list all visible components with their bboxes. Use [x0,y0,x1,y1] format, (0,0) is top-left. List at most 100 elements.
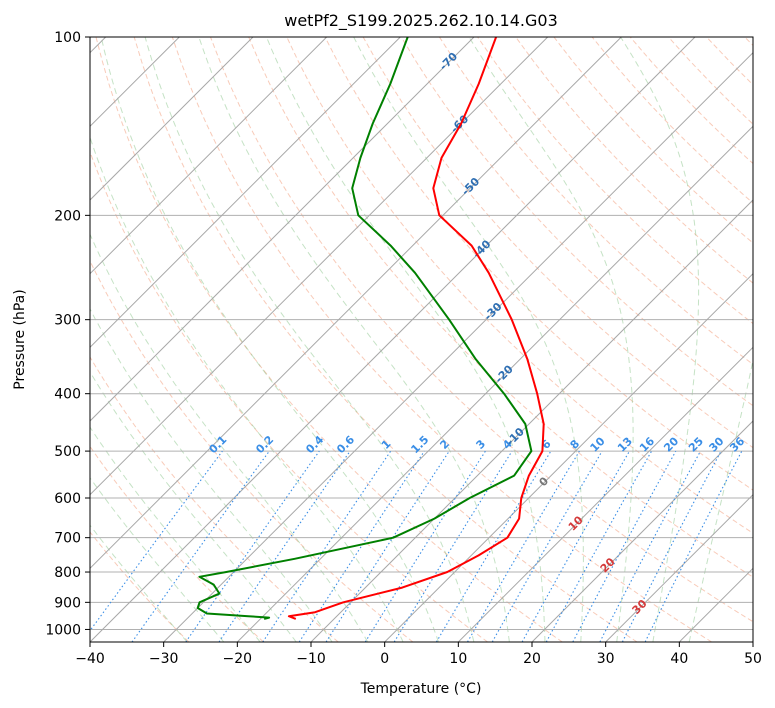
moist-adiabat [144,37,475,642]
isotherm-line [90,37,254,201]
mixing-ratio-line [572,450,677,642]
isotherm-line [90,37,622,570]
isotherm-line [90,37,328,275]
y-tick-label: 1000 [45,622,81,638]
dry-adiabat [90,531,190,642]
x-axis-label: Temperature (°C) [360,681,482,697]
y-axis-label: Pressure (hPa) [12,289,28,389]
x-tick-label: 0 [380,651,389,667]
y-tick-label: 900 [54,595,81,611]
isotherm-line [531,420,753,642]
y-tick-label: 700 [54,531,81,547]
dry-adiabat [95,37,563,642]
x-tick-label: 10 [449,651,467,667]
mixing-ratio-line [298,450,425,642]
mixing-ratio-label: 1.5 [408,433,431,456]
moist-adiabat [90,308,333,642]
isotherm-line [90,37,475,422]
profiles [196,37,545,620]
mixing-ratio-line [325,450,450,642]
mixing-ratio-label: 25 [686,435,706,455]
y-tick-label: 800 [54,565,81,581]
x-tick-label: −30 [149,651,179,667]
grid-lines [90,37,753,642]
x-tick-label: 30 [597,651,615,667]
y-tick-label: 100 [54,30,81,46]
isotherm-line [310,199,753,642]
dewpoint-profile [196,37,533,620]
isotherm-line [384,272,753,642]
isotherm-label: -80 [426,0,449,11]
isotherm-line [163,51,753,642]
moist-adiabat [90,370,297,642]
mixing-ratio-label: 3 [474,437,489,452]
dry-adiabat [591,37,753,204]
dry-adiabat [248,37,753,578]
x-tick-label: −40 [75,651,105,667]
dry-adiabat [133,37,638,642]
dry-adiabat [515,37,753,284]
dry-adiabat [706,37,753,86]
x-tick-label: 20 [523,651,541,667]
y-tick-label: 600 [54,491,81,507]
x-axis: −40 −30 −20 −10 0 10 20 30 40 50 [75,642,762,667]
dry-adiabat [553,37,753,244]
dry-adiabat [90,356,339,642]
moist-adiabat [265,37,546,642]
dry-adiabat [400,37,753,407]
moist-adiabat [90,233,369,642]
isotherm-label: -20 [493,362,516,385]
isotherm-label: -50 [459,175,482,198]
moist-adiabat [620,37,700,642]
mixing-ratio-label: 8 [568,437,583,452]
moist-adiabat [90,426,261,642]
y-tick-label: 400 [54,387,81,403]
mixing-ratio-label: 1 [379,437,394,452]
isotherm-line [90,37,549,496]
mixing-ratio-line [262,450,392,642]
isotherm-line [605,493,753,642]
moist-adiabat [90,476,225,642]
dry-adiabat [362,37,753,449]
y-axis: 100 200 300 400 500 600 700 800 900 1000 [45,30,90,638]
dry-adiabat [90,259,414,642]
mixing-ratio-line [545,450,653,642]
x-tick-label: 50 [744,651,762,667]
mixing-ratio-line [90,450,223,632]
moist-adiabat [90,135,404,642]
isotherm-line [236,125,753,642]
isotherm-line [90,37,696,642]
plot-frame [89,36,754,643]
mixing-ratio-label: 6 [539,437,554,452]
dry-adiabat [324,37,753,491]
x-tick-label: 40 [670,651,688,667]
warm-isotherm-label: 0 [537,474,552,489]
isotherm-line [752,641,753,642]
dry-adiabat [90,445,264,642]
dry-adiabat [171,37,712,642]
moist-adiabat [100,37,439,642]
isotherm-label: -70 [437,50,460,73]
moist-adiabat [90,524,188,642]
mixing-ratio-label: 13 [615,435,635,455]
mixing-ratio-line [393,450,513,642]
moist-adiabat [198,37,510,642]
isotherm-line [457,346,753,642]
mixing-ratio-label: 0.4 [303,433,326,456]
temperature-profile [287,37,545,620]
dry-adiabat [210,37,753,623]
mixing-ratio-line [521,450,630,642]
mixing-ratio-line [644,450,743,642]
y-tick-label: 200 [54,208,81,224]
dry-adiabat [438,37,753,366]
mixing-ratio-line [185,450,320,642]
y-tick-label: 500 [54,444,81,460]
x-tick-label: −20 [223,651,253,667]
moist-adiabat [468,37,634,642]
chart-title: wetPf2_S199.2025.262.10.14.G03 [284,11,558,31]
mixing-ratio-line [131,450,270,642]
isotherm-line [678,567,753,642]
y-tick-label: 300 [54,313,81,329]
mixing-ratio-label: 0.2 [253,433,276,456]
dry-adiabat [90,150,488,642]
